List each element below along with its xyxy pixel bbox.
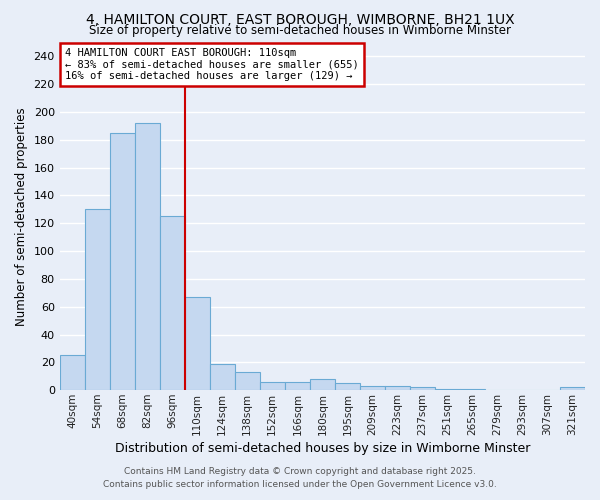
Bar [560,388,585,390]
Bar [59,356,85,390]
Bar [360,386,385,390]
Bar [235,372,260,390]
Bar [110,133,135,390]
Text: Contains HM Land Registry data © Crown copyright and database right 2025.
Contai: Contains HM Land Registry data © Crown c… [103,468,497,489]
Bar [310,379,335,390]
Bar [460,389,485,390]
Text: 4 HAMILTON COURT EAST BOROUGH: 110sqm
← 83% of semi-detached houses are smaller : 4 HAMILTON COURT EAST BOROUGH: 110sqm ← … [65,48,359,81]
X-axis label: Distribution of semi-detached houses by size in Wimborne Minster: Distribution of semi-detached houses by … [115,442,530,455]
Bar [135,123,160,390]
Y-axis label: Number of semi-detached properties: Number of semi-detached properties [15,107,28,326]
Bar [185,297,210,390]
Bar [160,216,185,390]
Bar [410,388,435,390]
Bar [285,382,310,390]
Bar [435,389,460,390]
Bar [385,386,410,390]
Bar [335,383,360,390]
Bar [260,382,285,390]
Bar [210,364,235,390]
Text: Size of property relative to semi-detached houses in Wimborne Minster: Size of property relative to semi-detach… [89,24,511,37]
Text: 4, HAMILTON COURT, EAST BOROUGH, WIMBORNE, BH21 1UX: 4, HAMILTON COURT, EAST BOROUGH, WIMBORN… [86,12,514,26]
Bar [85,210,110,390]
